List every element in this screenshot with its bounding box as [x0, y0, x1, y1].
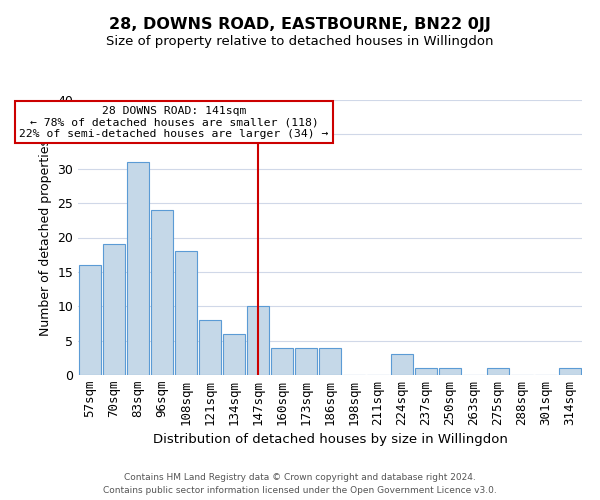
Text: Contains public sector information licensed under the Open Government Licence v3: Contains public sector information licen…: [103, 486, 497, 495]
Bar: [79, 265, 101, 375]
Bar: [391, 354, 413, 375]
Text: Size of property relative to detached houses in Willingdon: Size of property relative to detached ho…: [106, 35, 494, 48]
Y-axis label: Number of detached properties: Number of detached properties: [39, 139, 52, 336]
Text: Contains HM Land Registry data © Crown copyright and database right 2024.: Contains HM Land Registry data © Crown c…: [124, 474, 476, 482]
Text: 28 DOWNS ROAD: 141sqm
← 78% of detached houses are smaller (118)
22% of semi-det: 28 DOWNS ROAD: 141sqm ← 78% of detached …: [19, 106, 329, 138]
Bar: [151, 210, 173, 375]
Bar: [439, 368, 461, 375]
Bar: [319, 348, 341, 375]
Bar: [199, 320, 221, 375]
Bar: [415, 368, 437, 375]
Bar: [127, 162, 149, 375]
Bar: [103, 244, 125, 375]
Bar: [295, 348, 317, 375]
Bar: [559, 368, 581, 375]
Bar: [487, 368, 509, 375]
X-axis label: Distribution of detached houses by size in Willingdon: Distribution of detached houses by size …: [152, 433, 508, 446]
Bar: [223, 334, 245, 375]
Bar: [175, 251, 197, 375]
Bar: [271, 348, 293, 375]
Text: 28, DOWNS ROAD, EASTBOURNE, BN22 0JJ: 28, DOWNS ROAD, EASTBOURNE, BN22 0JJ: [109, 18, 491, 32]
Bar: [247, 306, 269, 375]
